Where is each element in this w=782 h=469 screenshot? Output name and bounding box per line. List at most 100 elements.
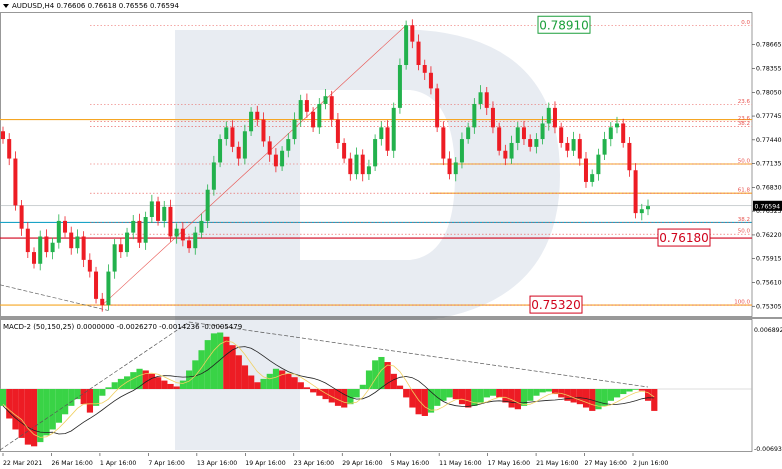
symbol-header: AUDUSD,H4 0.76606 0.76618 0.76556 0.7659… bbox=[3, 2, 179, 10]
macd-bar bbox=[626, 389, 633, 392]
macd-bar bbox=[266, 373, 273, 389]
candle-bear bbox=[422, 65, 427, 73]
y-tick-label: 0.75915 bbox=[756, 256, 782, 263]
macd-bar bbox=[223, 336, 230, 389]
ohlc-values: 0.76606 0.76618 0.76556 0.76594 bbox=[56, 2, 179, 10]
fib-level-label: 23.6 bbox=[738, 99, 751, 105]
candle-bear bbox=[329, 96, 334, 120]
y-tick-label: 0.77440 bbox=[756, 137, 782, 144]
macd-bar bbox=[155, 377, 162, 389]
candle-bull bbox=[242, 131, 247, 159]
candle-bull bbox=[131, 220, 136, 233]
macd-bar bbox=[254, 382, 261, 389]
macd-bar bbox=[18, 389, 25, 438]
y-tick-label: 0.78355 bbox=[756, 66, 782, 73]
candle-bear bbox=[7, 139, 12, 159]
candle-bear bbox=[503, 150, 508, 159]
macd-bar bbox=[328, 389, 335, 403]
macd-bar bbox=[403, 389, 410, 398]
macd-bar bbox=[99, 389, 106, 396]
macd-bar bbox=[124, 376, 131, 389]
candle-bear bbox=[348, 158, 353, 175]
fib-level-label: 38.2 bbox=[738, 121, 750, 127]
candle-bear bbox=[94, 271, 99, 299]
macd-bar bbox=[601, 389, 608, 406]
candle-bear bbox=[416, 41, 421, 66]
macd-bar bbox=[483, 389, 490, 398]
macd-bar bbox=[161, 380, 168, 389]
candle-bear bbox=[428, 72, 433, 89]
candle-bear bbox=[69, 232, 74, 249]
macd-bar bbox=[74, 389, 81, 400]
candle-bear bbox=[521, 127, 526, 140]
candle-bull bbox=[540, 123, 545, 140]
candle-bull bbox=[224, 127, 229, 140]
y-tick-label: 0.77135 bbox=[756, 161, 782, 168]
candle-bear bbox=[583, 158, 588, 182]
macd-bar bbox=[539, 389, 546, 393]
candle-bear bbox=[19, 205, 24, 229]
macd-bar bbox=[477, 389, 484, 403]
candle-bull bbox=[397, 65, 402, 108]
macd-bar bbox=[210, 333, 218, 389]
macd-bar bbox=[12, 389, 19, 430]
candle-bear bbox=[360, 154, 365, 175]
macd-bar bbox=[117, 378, 125, 389]
candle-bear bbox=[410, 25, 415, 42]
macd-bar bbox=[645, 389, 652, 401]
macd-bar bbox=[105, 387, 112, 389]
macd-bar bbox=[551, 389, 559, 395]
macd-bar bbox=[291, 377, 298, 389]
candle-bear bbox=[528, 139, 533, 147]
macd-bar bbox=[192, 360, 199, 389]
macd-bar bbox=[186, 370, 193, 389]
candle-bear bbox=[1, 131, 5, 140]
macd-title: MACD-2 (50,150,25) 0.0000000 -0.0026270 … bbox=[3, 323, 243, 331]
candle-bear bbox=[621, 123, 626, 143]
candle-bull bbox=[125, 232, 130, 253]
macd-bar bbox=[6, 389, 13, 419]
candle-bull bbox=[366, 166, 371, 175]
macd-bar bbox=[62, 389, 69, 415]
watermark-logo bbox=[175, 30, 560, 450]
fib-level-label: 0.0 bbox=[741, 20, 750, 26]
candle-bull bbox=[453, 162, 458, 175]
fib-trend-line bbox=[102, 25, 407, 306]
macd-bar bbox=[55, 389, 63, 423]
candle-bear bbox=[627, 142, 632, 171]
candle-bear bbox=[335, 119, 340, 143]
candle-bear bbox=[552, 107, 557, 128]
candle-bull bbox=[317, 103, 322, 128]
macd-bar bbox=[86, 389, 94, 413]
candle-bull bbox=[404, 25, 409, 66]
current-price-label: 0.76594 bbox=[755, 203, 781, 210]
macd-bar bbox=[334, 389, 342, 406]
macd-bar bbox=[489, 389, 497, 396]
macd-bar bbox=[533, 389, 540, 396]
macd-bar bbox=[620, 389, 627, 395]
x-tick-label: 7 Apr 16:00 bbox=[148, 460, 184, 467]
macd-bar bbox=[390, 373, 397, 389]
price-box-red bbox=[657, 228, 711, 247]
candle-bull bbox=[391, 107, 396, 151]
candle-bear bbox=[44, 236, 49, 253]
candle-bear bbox=[261, 119, 266, 142]
symbol-label: AUDUSD,H4 bbox=[12, 2, 55, 10]
macd-bar bbox=[68, 389, 75, 406]
macd-bar bbox=[179, 380, 187, 389]
candle-bull bbox=[602, 139, 607, 155]
macd-header: MACD-2 (50,150,25) 0.0000000 -0.0026270 … bbox=[3, 323, 242, 331]
dropdown-arrow-icon[interactable] bbox=[3, 4, 9, 8]
macd-bar bbox=[527, 389, 534, 401]
candle-bull bbox=[193, 232, 198, 249]
macd-bar bbox=[303, 387, 311, 389]
candle-bear bbox=[118, 244, 123, 253]
macd-bar bbox=[260, 378, 267, 389]
macd-bar bbox=[384, 362, 391, 389]
candle-bear bbox=[385, 127, 390, 151]
macd-bar bbox=[31, 389, 38, 447]
candle-bear bbox=[236, 146, 241, 159]
candle-bull bbox=[249, 111, 254, 132]
y-tick-label: 0.76830 bbox=[756, 184, 782, 191]
